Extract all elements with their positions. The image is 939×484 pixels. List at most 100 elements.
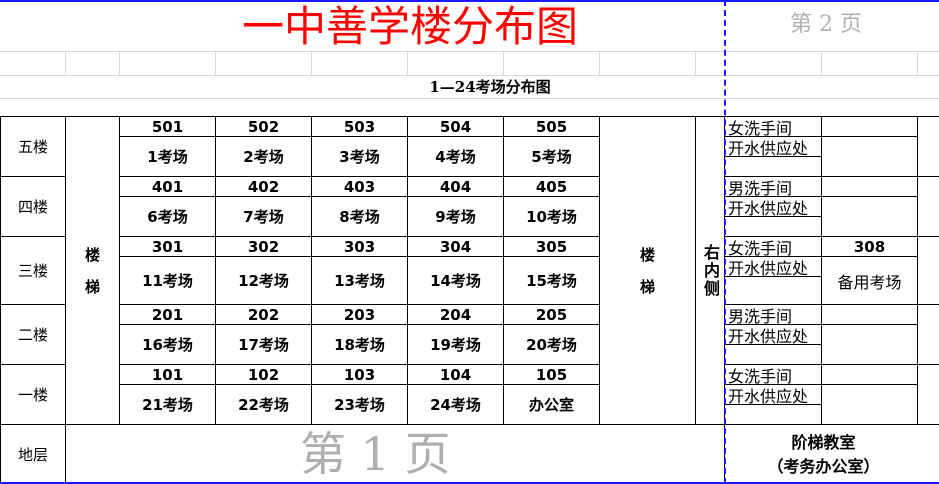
gridline (65, 51, 66, 75)
floor-label[interactable]: 五楼 (0, 116, 66, 177)
room-number[interactable]: 303 (311, 236, 408, 257)
room-number[interactable]: 101 (119, 364, 216, 385)
exam-room[interactable]: 11考场 (119, 256, 216, 305)
water-supply-label[interactable]: 开水供应处 (725, 256, 822, 278)
room-number[interactable]: 402 (215, 176, 312, 197)
room-number[interactable]: 103 (311, 364, 408, 385)
room-number[interactable]: 502 (215, 116, 312, 137)
page-watermark-2: 第 2 页 (790, 12, 862, 37)
right-stairs[interactable]: 楼 梯 (599, 116, 696, 425)
blank-cell[interactable] (917, 176, 939, 237)
blank-cell[interactable] (917, 116, 939, 177)
exam-room[interactable]: 12考场 (215, 256, 312, 305)
room-number[interactable]: 102 (215, 364, 312, 385)
exam-room[interactable]: 10考场 (503, 196, 600, 237)
exam-room[interactable]: 5考场 (503, 136, 600, 177)
exam-room[interactable]: 8考场 (311, 196, 408, 237)
right-inner-side[interactable]: 右内侧 (695, 116, 725, 425)
basement-label[interactable]: 地层 (0, 424, 66, 484)
gridline (215, 51, 216, 75)
exam-room[interactable]: 18考场 (311, 324, 408, 365)
exam-room[interactable]: 22考场 (215, 384, 312, 425)
gridline (119, 51, 120, 75)
blank-cell[interactable] (821, 116, 918, 137)
room-number[interactable]: 302 (215, 236, 312, 257)
exam-room[interactable]: 16考场 (119, 324, 216, 365)
room-number[interactable]: 308 (821, 236, 918, 257)
exam-room[interactable]: 13考场 (311, 256, 408, 305)
room-number[interactable]: 404 (407, 176, 504, 197)
gridline (503, 51, 504, 75)
water-supply-label[interactable]: 开水供应处 (725, 196, 822, 218)
gridline (0, 51, 939, 52)
basement-room: 阶梯教室 (791, 432, 856, 452)
room-number[interactable]: 201 (119, 304, 216, 325)
blank-cell[interactable] (821, 196, 918, 237)
exam-room[interactable]: 3考场 (311, 136, 408, 177)
exam-room[interactable]: 1考场 (119, 136, 216, 177)
water-supply-label[interactable]: 开水供应处 (725, 136, 822, 158)
water-supply-label[interactable]: 开水供应处 (725, 324, 822, 346)
basement-room-note: （考务办公室） (767, 456, 880, 476)
blank-cell[interactable] (917, 304, 939, 365)
blank-cell[interactable] (917, 364, 939, 425)
gridline (407, 51, 408, 75)
room-number[interactable]: 205 (503, 304, 600, 325)
blank-cell[interactable] (821, 304, 918, 325)
exam-room[interactable]: 14考场 (407, 256, 504, 305)
exam-room[interactable]: 6考场 (119, 196, 216, 237)
blank-cell[interactable] (725, 276, 822, 305)
exam-room[interactable]: 24考场 (407, 384, 504, 425)
basement-right[interactable]: 阶梯教室 （考务办公室） (724, 424, 939, 484)
exam-room[interactable]: 19考场 (407, 324, 504, 365)
room-number[interactable]: 501 (119, 116, 216, 137)
room-number[interactable]: 105 (503, 364, 600, 385)
basement-left[interactable] (65, 424, 725, 484)
room-number[interactable]: 401 (119, 176, 216, 197)
page-break-line (724, 0, 726, 484)
exam-room[interactable]: 20考场 (503, 324, 600, 365)
room-number[interactable]: 304 (407, 236, 504, 257)
blank-cell[interactable] (821, 176, 918, 197)
exam-room[interactable]: 4考场 (407, 136, 504, 177)
exam-room[interactable]: 21考场 (119, 384, 216, 425)
blank-cell[interactable] (821, 364, 918, 385)
room-number[interactable]: 403 (311, 176, 408, 197)
room-number[interactable]: 504 (407, 116, 504, 137)
blank-cell[interactable] (821, 136, 918, 177)
exam-room[interactable]: 15考场 (503, 256, 600, 305)
left-stairs[interactable]: 楼 梯 (65, 116, 120, 425)
floor-label[interactable]: 四楼 (0, 176, 66, 237)
exam-room[interactable]: 2考场 (215, 136, 312, 177)
floor-label[interactable]: 一楼 (0, 364, 66, 425)
exam-room[interactable]: 23考场 (311, 384, 408, 425)
page-break-bottom (0, 482, 939, 484)
sheet-title[interactable]: 一中善学楼分布图 (241, 2, 578, 51)
room-number[interactable]: 503 (311, 116, 408, 137)
blank-cell[interactable] (725, 404, 822, 425)
room-number[interactable]: 204 (407, 304, 504, 325)
exam-room[interactable]: 9考场 (407, 196, 504, 237)
spare-exam-room[interactable]: 备用考场 (821, 256, 918, 305)
room-number[interactable]: 203 (311, 304, 408, 325)
blank-cell[interactable] (821, 384, 918, 425)
room-number[interactable]: 301 (119, 236, 216, 257)
room-number[interactable]: 405 (503, 176, 600, 197)
page-break-top (0, 0, 939, 2)
caption[interactable]: 1—24考场分布图 (429, 78, 551, 96)
exam-room[interactable]: 7考场 (215, 196, 312, 237)
blank-cell[interactable] (821, 324, 918, 365)
floor-label[interactable]: 三楼 (0, 236, 66, 305)
water-supply-label[interactable]: 开水供应处 (725, 384, 822, 406)
exam-room[interactable]: 17考场 (215, 324, 312, 365)
room-number[interactable]: 104 (407, 364, 504, 385)
room-number[interactable]: 202 (215, 304, 312, 325)
gridline (695, 51, 696, 75)
room-number[interactable]: 505 (503, 116, 600, 137)
blank-cell[interactable] (917, 236, 939, 305)
gridline (821, 51, 822, 75)
exam-room[interactable]: 办公室 (503, 384, 600, 425)
floor-label[interactable]: 二楼 (0, 304, 66, 365)
room-number[interactable]: 305 (503, 236, 600, 257)
